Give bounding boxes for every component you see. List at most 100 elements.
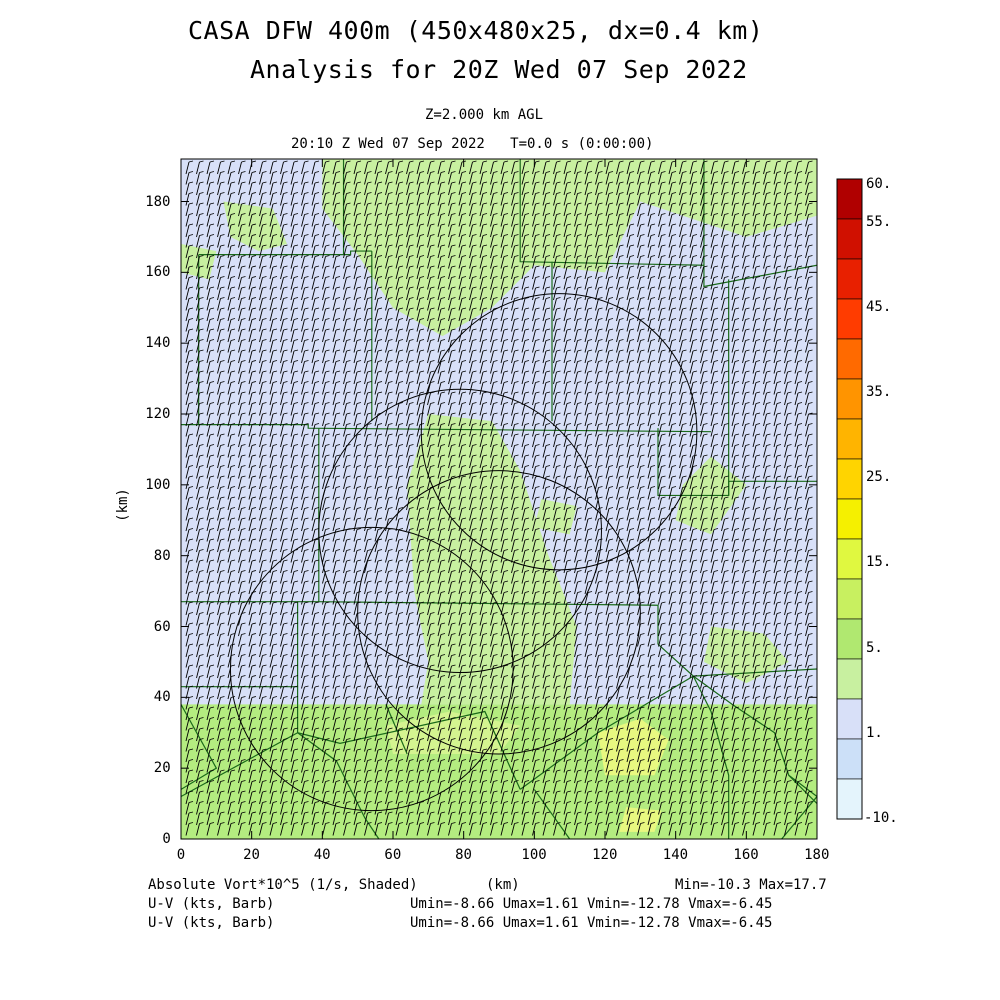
wind-barb (238, 748, 246, 763)
wind-barb (647, 612, 656, 626)
wind-barb (479, 601, 488, 616)
wind-barb (647, 706, 656, 721)
wind-barb (248, 570, 257, 584)
wind-barb (290, 307, 299, 322)
wind-barb (332, 664, 341, 679)
wind-barb (773, 790, 782, 805)
wind-barb (542, 696, 551, 710)
wind-barb (595, 202, 603, 217)
colorbar-segment (836, 418, 863, 460)
wind-barb (490, 286, 498, 301)
wind-barb (616, 790, 624, 805)
wind-barb (532, 244, 540, 259)
wind-barb (731, 433, 740, 448)
wind-barb (784, 181, 792, 196)
wind-barb (206, 265, 215, 280)
wind-barb (490, 160, 498, 175)
wind-barb (301, 801, 309, 815)
wind-barb (500, 496, 509, 511)
wind-barb (616, 381, 624, 395)
wind-barb (479, 307, 488, 322)
wind-barb (689, 192, 698, 206)
wind-barb (500, 769, 509, 784)
wind-barb (511, 286, 519, 301)
wind-barb (395, 580, 404, 595)
wind-barb (595, 538, 603, 553)
wind-barb (584, 423, 593, 437)
wind-barb (238, 444, 246, 458)
wind-barb (395, 738, 404, 752)
wind-barb (238, 664, 246, 679)
wind-barb (427, 612, 435, 626)
wind-barb (227, 181, 236, 196)
wind-barb (521, 244, 530, 259)
wind-barb (668, 412, 677, 427)
wind-barb (217, 738, 225, 752)
wind-barb (731, 318, 740, 332)
wind-barb (605, 717, 614, 731)
wind-barb (626, 738, 635, 752)
wind-barb (763, 517, 771, 532)
wind-barb (416, 643, 425, 658)
wind-barb (217, 433, 225, 448)
wind-barb (805, 318, 813, 332)
wind-barb (574, 769, 582, 784)
wind-barb (658, 223, 666, 238)
wind-barb (448, 706, 456, 721)
wind-barb (700, 444, 708, 458)
wind-barb (353, 675, 362, 689)
wind-barb (385, 255, 393, 269)
wind-barb (280, 643, 288, 658)
wind-barb (521, 328, 530, 343)
wind-barb (500, 811, 509, 826)
wind-barb (259, 202, 267, 217)
wind-barb (794, 706, 803, 721)
y-tick-label: 0 (162, 831, 171, 847)
wind-barb (553, 570, 561, 584)
wind-barb (794, 654, 803, 668)
wind-barb (595, 591, 603, 605)
wind-barb (395, 234, 404, 248)
wind-barb (427, 412, 435, 427)
wind-barb (227, 622, 236, 637)
wind-barb (773, 307, 782, 322)
wind-barb (469, 349, 477, 364)
wind-barb (626, 654, 635, 668)
wind-barb (469, 496, 477, 511)
wind-barb (290, 433, 299, 448)
wind-barb (469, 486, 477, 500)
wind-barb (416, 423, 425, 437)
wind-barb (794, 759, 803, 773)
wind-barb (742, 717, 750, 731)
wind-barb (269, 822, 278, 836)
wind-barb (710, 454, 719, 469)
wind-barb (616, 402, 624, 416)
wind-barb (458, 423, 467, 437)
wind-barb (616, 297, 624, 311)
wind-barb (773, 454, 782, 469)
wind-barb (637, 349, 645, 364)
wind-barb (773, 213, 782, 227)
wind-barb (280, 664, 288, 679)
wind-barb (343, 601, 351, 616)
wind-barb (637, 423, 645, 437)
wind-barb (637, 717, 645, 731)
wind-barb (500, 433, 509, 448)
wind-barb (532, 465, 540, 479)
wind-barb (584, 496, 593, 511)
wind-barb (448, 717, 456, 731)
wind-barb (290, 360, 299, 374)
wind-barb (637, 822, 645, 836)
wind-barb (322, 643, 330, 658)
wind-barb (301, 255, 309, 269)
wind-barb (437, 580, 446, 595)
wind-barb (574, 622, 582, 637)
wind-barb (773, 181, 782, 196)
wind-barb (626, 780, 635, 794)
wind-barb (374, 580, 383, 595)
wind-barb (196, 181, 204, 196)
wind-barb (364, 234, 372, 248)
wind-barb (752, 286, 761, 301)
wind-barb (259, 706, 267, 721)
